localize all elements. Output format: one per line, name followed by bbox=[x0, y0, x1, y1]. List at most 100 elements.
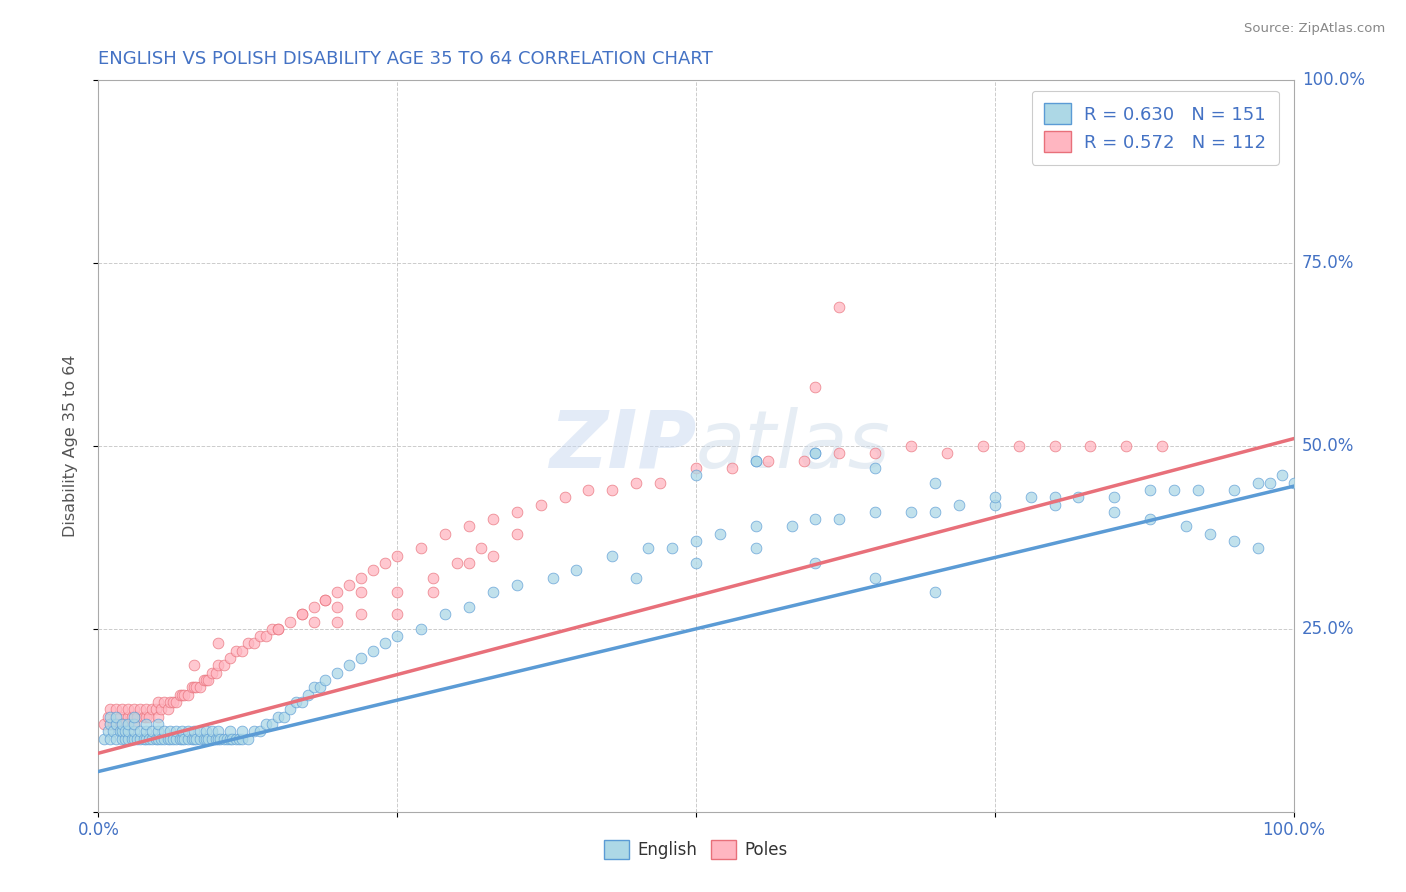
Point bbox=[530, 498, 553, 512]
Point bbox=[204, 665, 226, 680]
Point bbox=[141, 702, 163, 716]
Text: ENGLISH VS POLISH DISABILITY AGE 35 TO 64 CORRELATION CHART: ENGLISH VS POLISH DISABILITY AGE 35 TO 6… bbox=[98, 50, 713, 68]
Point bbox=[231, 731, 253, 746]
Point bbox=[135, 709, 157, 723]
Point bbox=[302, 599, 325, 614]
Point bbox=[865, 461, 887, 475]
Point bbox=[721, 461, 744, 475]
Point bbox=[709, 526, 731, 541]
Point bbox=[291, 607, 314, 622]
Point bbox=[186, 731, 208, 746]
Point bbox=[745, 541, 768, 556]
Point bbox=[93, 731, 115, 746]
Text: ZIP: ZIP bbox=[548, 407, 696, 485]
Point bbox=[1247, 541, 1270, 556]
Point bbox=[121, 731, 143, 746]
Point bbox=[1199, 526, 1222, 541]
Point bbox=[197, 731, 219, 746]
Point bbox=[865, 505, 887, 519]
Point bbox=[172, 688, 194, 702]
Text: 75.0%: 75.0% bbox=[1302, 254, 1354, 272]
Point bbox=[132, 709, 155, 723]
Point bbox=[385, 585, 409, 599]
Point bbox=[900, 505, 922, 519]
Point bbox=[124, 717, 146, 731]
Point bbox=[108, 724, 131, 739]
Point bbox=[804, 380, 827, 394]
Point bbox=[1043, 490, 1066, 504]
Point bbox=[1187, 483, 1209, 497]
Point bbox=[260, 622, 283, 636]
Point bbox=[138, 709, 160, 723]
Point bbox=[201, 724, 224, 739]
Point bbox=[129, 731, 152, 746]
Point bbox=[148, 731, 170, 746]
Point bbox=[422, 585, 444, 599]
Point bbox=[129, 702, 152, 716]
Point bbox=[554, 490, 576, 504]
Point bbox=[124, 709, 146, 723]
Point bbox=[339, 578, 361, 592]
Point bbox=[411, 541, 433, 556]
Point bbox=[924, 505, 946, 519]
Point bbox=[98, 709, 122, 723]
Point bbox=[148, 717, 170, 731]
Point bbox=[745, 453, 768, 467]
Point bbox=[97, 724, 120, 739]
Point bbox=[236, 636, 259, 650]
Point bbox=[1043, 498, 1066, 512]
Point bbox=[1271, 468, 1294, 483]
Point bbox=[363, 644, 385, 658]
Point bbox=[984, 498, 1007, 512]
Point bbox=[207, 636, 229, 650]
Point bbox=[374, 636, 396, 650]
Point bbox=[254, 717, 277, 731]
Point bbox=[125, 709, 148, 723]
Point bbox=[135, 724, 157, 739]
Point bbox=[302, 615, 325, 629]
Point bbox=[183, 658, 205, 673]
Point bbox=[212, 731, 235, 746]
Point bbox=[1104, 505, 1126, 519]
Point bbox=[195, 673, 218, 687]
Point bbox=[1104, 490, 1126, 504]
Point bbox=[685, 461, 707, 475]
Point bbox=[183, 724, 205, 739]
Point bbox=[1139, 512, 1161, 526]
Point bbox=[385, 629, 409, 643]
Point bbox=[195, 731, 218, 746]
Point bbox=[828, 512, 851, 526]
Point bbox=[124, 731, 146, 746]
Point bbox=[125, 731, 148, 746]
Point bbox=[165, 695, 187, 709]
Point bbox=[193, 731, 215, 746]
Point bbox=[481, 512, 505, 526]
Point bbox=[135, 702, 157, 716]
Point bbox=[117, 731, 139, 746]
Point bbox=[1175, 519, 1198, 533]
Point bbox=[159, 731, 181, 746]
Point bbox=[231, 724, 253, 739]
Point bbox=[685, 556, 707, 570]
Point bbox=[602, 483, 624, 497]
Point bbox=[284, 695, 307, 709]
Point bbox=[350, 571, 373, 585]
Point bbox=[231, 644, 253, 658]
Point bbox=[177, 724, 200, 739]
Point bbox=[148, 709, 170, 723]
Point bbox=[173, 731, 195, 746]
Point bbox=[565, 563, 588, 577]
Point bbox=[148, 724, 170, 739]
Point bbox=[97, 709, 120, 723]
Point bbox=[297, 688, 319, 702]
Point bbox=[149, 731, 172, 746]
Point bbox=[141, 724, 163, 739]
Point bbox=[1223, 483, 1246, 497]
Point bbox=[124, 702, 146, 716]
Point bbox=[188, 724, 211, 739]
Point bbox=[93, 717, 115, 731]
Point bbox=[745, 453, 768, 467]
Point bbox=[98, 731, 122, 746]
Point bbox=[626, 475, 648, 490]
Point bbox=[828, 300, 851, 314]
